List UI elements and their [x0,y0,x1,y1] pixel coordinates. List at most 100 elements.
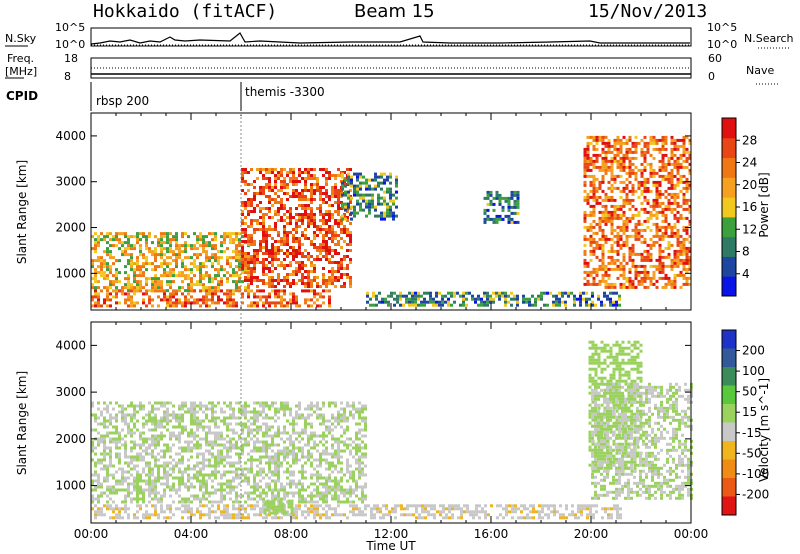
echo-cell [199,497,202,501]
echo-cell [211,286,214,290]
echo-cell [371,202,374,206]
echo-cell [139,286,142,290]
echo-cell [625,228,629,232]
echo-cell [365,193,368,197]
echo-cell [688,150,692,154]
echo-cell [97,473,100,477]
echo-cell [310,177,313,180]
echo-cell [349,473,352,477]
echo-cell [193,431,196,435]
echo-cell [322,431,325,435]
echo-cell [145,277,148,281]
echo-cell [229,256,232,260]
echo-cell [601,135,605,139]
echo-cell [289,470,292,474]
echo-cell [214,464,217,468]
echo-cell [353,193,356,197]
echo-cell [292,298,295,302]
echo-cell [325,419,328,423]
echo-cell [268,201,271,204]
echo-cell [598,135,602,139]
echo-cell [277,467,280,471]
echo-cell [247,283,250,287]
echo-cell [229,295,232,299]
echo-cell [337,410,340,414]
echo-cell [271,171,274,174]
echo-cell [310,304,313,308]
echo-cell [196,425,199,429]
echo-cell [368,199,371,203]
echo-cell [295,213,298,216]
echo-cell [229,437,232,441]
echo-cell [319,491,322,495]
echo-cell [673,258,677,262]
echo-cell [601,276,605,280]
echo-cell [634,171,638,175]
echo-cell [196,404,199,408]
echo-cell [172,238,175,242]
echo-cell [607,210,611,214]
echo-cell [507,199,511,203]
echo-cell [211,292,214,296]
echo-cell [564,300,567,304]
echo-cell [166,485,169,489]
echo-cell [178,286,181,290]
echo-cell [277,282,280,285]
nave-tick-bottom: 0 [708,70,715,83]
echo-cell [682,174,686,178]
echo-cell [115,286,118,290]
echo-cell [91,413,94,417]
echo-cell [340,461,343,465]
echo-cell [112,473,115,477]
echo-cell [217,437,220,441]
echo-cell [316,416,319,420]
echo-cell [238,262,241,266]
echo-cell [295,431,298,435]
echo-cell [337,458,340,462]
echo-cell [346,243,349,246]
echo-cell [408,303,411,307]
echo-cell [253,419,256,423]
echo-cell [106,262,109,266]
echo-cell [337,437,340,441]
echo-cell [229,440,232,444]
echo-cell [316,401,319,405]
echo-cell [337,419,340,423]
echo-cell [211,485,214,489]
echo-cell [643,180,647,184]
echo-cell [136,289,139,293]
echo-cell [229,443,232,447]
echo-cell [586,153,590,157]
echo-cell [205,235,208,239]
echo-cell [154,455,157,459]
echo-cell [208,473,211,477]
echo-cell [190,482,193,486]
echo-cell [286,240,289,243]
echo-cell [280,298,283,302]
echo-cell [280,180,283,183]
echo-cell [313,482,316,486]
echo-cell [298,249,301,252]
echo-cell [295,219,298,222]
echo-cell [438,303,441,307]
echo-cell [619,282,623,286]
echo-cell [492,208,496,212]
echo-cell [361,461,364,465]
echo-cell [465,297,468,301]
echo-cell [501,217,505,221]
echo-cell [685,207,689,211]
echo-cell [673,174,677,178]
echo-cell [214,440,217,444]
echo-cell [643,177,647,181]
echo-cell [316,255,319,258]
echo-cell [334,261,337,264]
echo-cell [187,277,190,281]
echo-cell [322,282,325,285]
echo-cell [274,186,277,189]
echo-cell [366,300,369,304]
echo-cell [262,401,265,405]
echo-cell [346,273,349,276]
echo-cell [133,277,136,281]
echo-cell [220,250,223,254]
echo-cell [136,428,139,432]
